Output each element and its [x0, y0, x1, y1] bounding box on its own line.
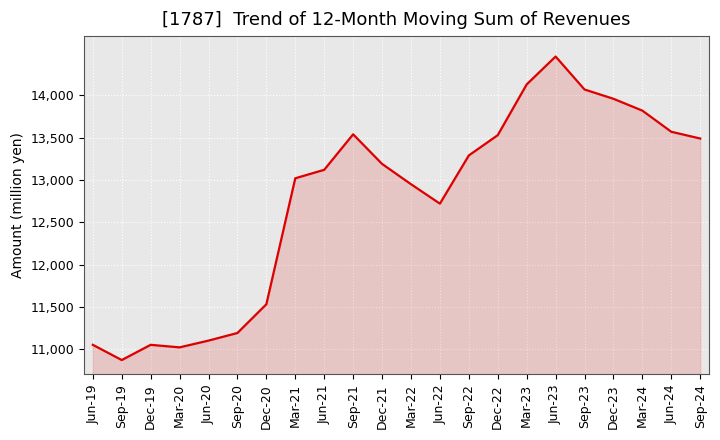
Y-axis label: Amount (million yen): Amount (million yen)	[11, 132, 25, 278]
Title: [1787]  Trend of 12-Month Moving Sum of Revenues: [1787] Trend of 12-Month Moving Sum of R…	[162, 11, 631, 29]
